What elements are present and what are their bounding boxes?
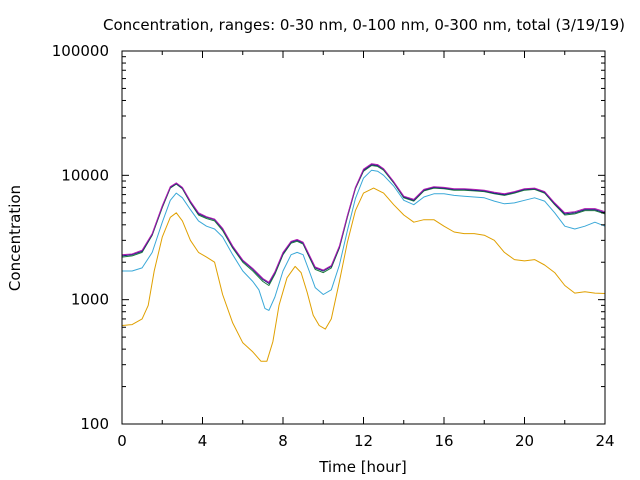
plot-area-frame <box>121 50 606 425</box>
x-tick-label: 4 <box>198 432 208 450</box>
y-tick-label: 10000 <box>61 166 109 184</box>
plot-series-group <box>121 163 606 362</box>
x-tick-label: 12 <box>354 432 373 450</box>
series-line-1 <box>121 187 606 362</box>
x-tick-label: 24 <box>595 432 614 450</box>
series-line-2 <box>122 169 606 311</box>
series-line-3 <box>121 165 606 286</box>
y-tick-label: 1000 <box>71 291 109 309</box>
y-tick-label: 100 <box>80 415 109 433</box>
x-tick-label: 0 <box>117 432 127 450</box>
axis-ticks-group: 0 4 8 12 16 20 24 100 1000 10000 100000 <box>52 42 615 450</box>
y-tick-label: 100000 <box>52 42 109 60</box>
series-line-4 <box>121 164 606 284</box>
x-tick-label: 8 <box>278 432 288 450</box>
chart-title: Concentration, ranges: 0-30 nm, 0-100 nm… <box>103 16 625 34</box>
x-tick-label: 16 <box>434 432 453 450</box>
series-line-5 <box>121 163 606 283</box>
y-axis-label: Concentration <box>6 185 24 291</box>
x-axis-label: Time [hour] <box>318 458 407 476</box>
x-tick-label: 20 <box>515 432 534 450</box>
